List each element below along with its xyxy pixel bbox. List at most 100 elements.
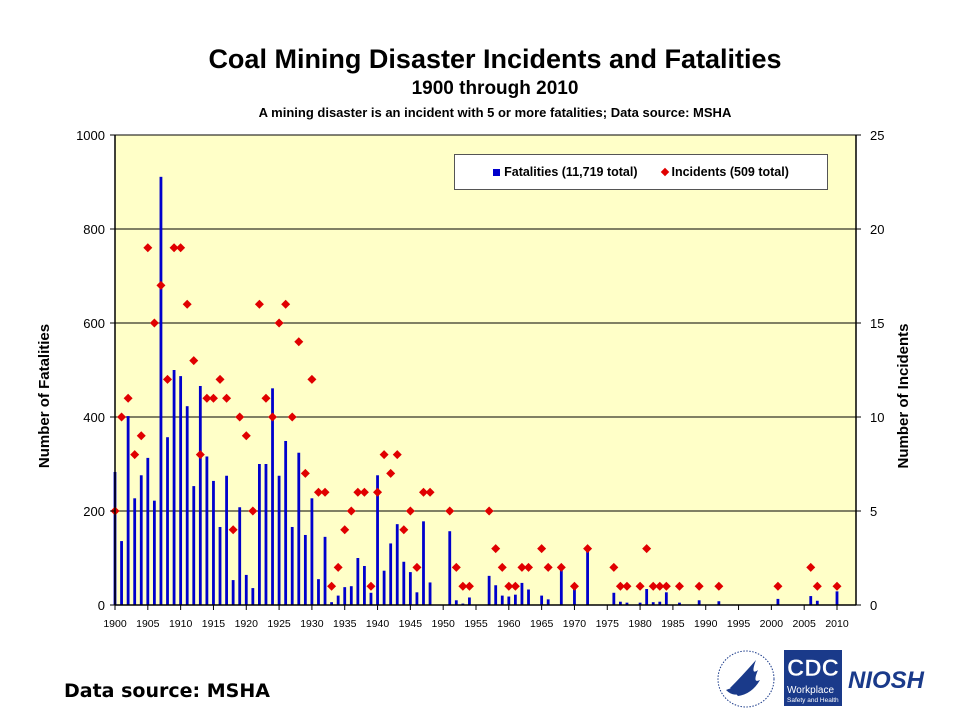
x-tick-label: 1955 — [464, 618, 488, 630]
fatality-bars — [113, 176, 839, 605]
incident-point — [399, 525, 409, 535]
incident-point — [648, 581, 658, 591]
incident-point — [176, 243, 186, 253]
incident-point — [195, 450, 205, 460]
fatality-bar — [264, 464, 268, 605]
incident-point — [254, 299, 264, 309]
incident-point — [497, 562, 507, 572]
incident-point — [261, 393, 271, 403]
y-tick-left-label: 0 — [98, 598, 105, 613]
y-tick-right-label: 25 — [870, 128, 884, 143]
x-tick-label: 1935 — [333, 618, 357, 630]
incident-point — [386, 468, 396, 478]
incident-point — [235, 412, 245, 422]
fatality-bar — [303, 534, 307, 605]
fatality-bar — [428, 582, 432, 605]
incident-point — [169, 243, 179, 253]
fatality-bar — [336, 595, 340, 605]
fatality-bar — [717, 601, 721, 605]
x-tick-label: 1900 — [103, 618, 127, 630]
chart-subtitle: 1900 through 2010 — [411, 78, 579, 99]
incident-point — [661, 581, 671, 591]
incident-point — [694, 581, 704, 591]
incident-point — [622, 581, 632, 591]
incident-point — [609, 562, 619, 572]
incident-point — [445, 506, 455, 516]
incident-point — [307, 374, 317, 384]
y-tick-right-label: 15 — [870, 316, 884, 331]
x-tick-label: 1910 — [169, 618, 193, 630]
incident-point — [320, 487, 330, 497]
x-tick-label: 1965 — [530, 618, 554, 630]
incident-point — [130, 450, 140, 460]
incident-point — [359, 487, 369, 497]
hhs-eagle-logo-icon — [717, 650, 775, 708]
fatality-bar — [323, 536, 327, 605]
fatality-bar — [317, 579, 320, 605]
x-tick-label: 1970 — [563, 618, 587, 630]
y-tick-left-label: 200 — [83, 504, 105, 519]
incident-point — [300, 468, 310, 478]
incident-point — [366, 581, 376, 591]
fatality-bar — [573, 587, 576, 605]
fatality-bar — [356, 558, 360, 605]
x-tick-label: 1985 — [661, 618, 685, 630]
cdc-logo: CDC Workplace Safety and Health — [784, 650, 842, 706]
incident-point — [123, 393, 133, 403]
x-tick-label: 1905 — [136, 618, 160, 630]
fatality-bar — [658, 601, 662, 605]
fatality-bar — [619, 601, 622, 605]
x-tick-label: 1920 — [235, 618, 259, 630]
y-tick-right-label: 20 — [870, 222, 884, 237]
incident-point — [149, 318, 159, 328]
y-ticks-right: 0 5 10 15 20 25 — [856, 128, 884, 613]
fatality-bar — [487, 575, 491, 605]
incident-point — [353, 487, 363, 497]
fatality-bar — [139, 475, 143, 605]
incident-point — [464, 581, 474, 591]
y-tick-right-label: 10 — [870, 410, 884, 425]
fatality-bar — [146, 457, 150, 605]
fatality-bar — [402, 561, 406, 605]
x-tick-label: 1915 — [202, 618, 226, 630]
fatality-bar — [205, 456, 209, 605]
x-tick-label: 1995 — [727, 618, 751, 630]
incident-point — [156, 280, 166, 290]
fatality-bar — [258, 464, 261, 605]
legend-swatch-bar — [493, 168, 501, 176]
fatality-bar — [520, 582, 524, 605]
fatality-bar — [454, 600, 458, 605]
incident-point — [524, 562, 534, 572]
y-tick-left-label: 800 — [83, 222, 105, 237]
incident-point — [806, 562, 816, 572]
incident-point — [451, 562, 461, 572]
y-tick-right-label: 5 — [870, 504, 877, 519]
incident-point — [346, 506, 356, 516]
fatality-bar — [244, 574, 248, 605]
incident-point — [504, 581, 514, 591]
incident-point — [228, 525, 238, 535]
incident-point — [215, 374, 225, 384]
fatality-bar — [586, 550, 589, 605]
fatality-bar — [376, 475, 379, 605]
fatality-bar — [468, 597, 471, 605]
fatality-bar — [369, 592, 373, 605]
incident-point — [569, 581, 579, 591]
fatality-bar — [231, 580, 235, 605]
incident-point — [491, 544, 501, 554]
fatality-bar — [198, 385, 202, 605]
fatality-bar — [835, 591, 839, 605]
y-axis-left-title: Number of Fatalities — [36, 324, 53, 468]
legend: Fatalities (11,719 total) Incidents (509… — [454, 154, 828, 190]
y-tick-right-label: 0 — [870, 598, 877, 613]
incident-point — [583, 544, 593, 554]
fatality-bar — [697, 600, 701, 605]
fatality-bar — [179, 376, 183, 605]
incident-point — [517, 562, 527, 572]
incident-point — [543, 562, 553, 572]
incident-point — [812, 581, 822, 591]
incident-point — [392, 450, 402, 460]
fatality-bar — [422, 521, 425, 605]
fatality-bar — [527, 589, 530, 605]
fatality-bar — [159, 176, 163, 605]
